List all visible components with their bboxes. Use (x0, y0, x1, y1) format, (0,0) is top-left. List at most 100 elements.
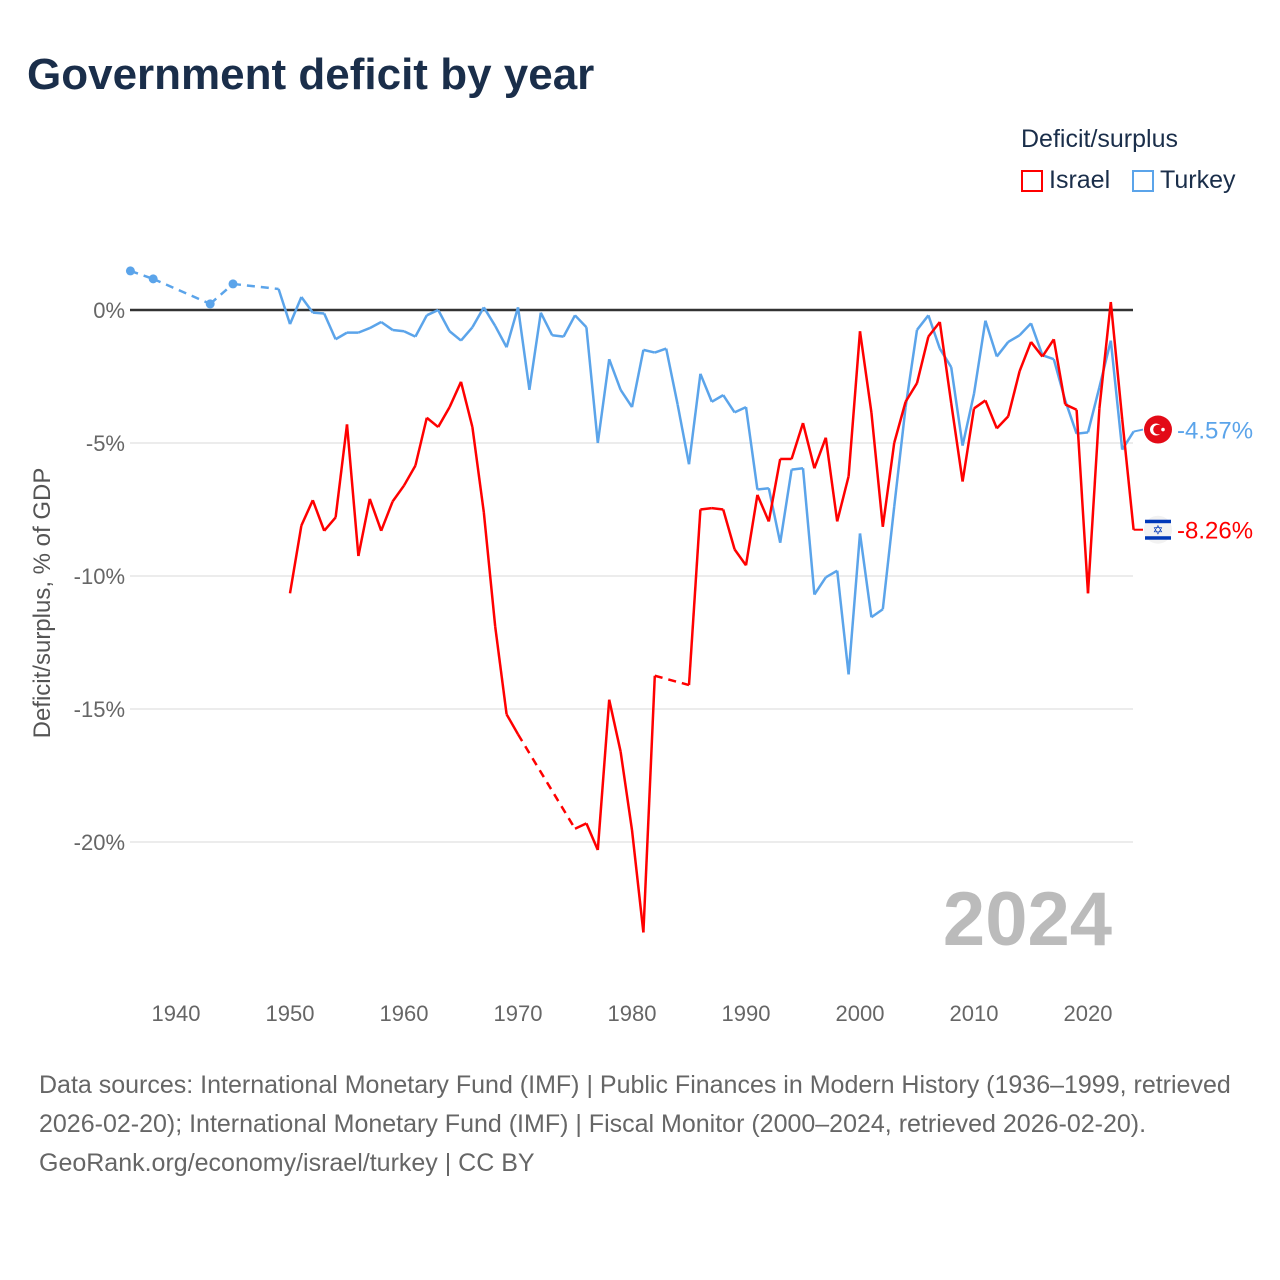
line-segment (426, 308, 439, 317)
line-segment (288, 525, 303, 594)
line-segment (414, 314, 428, 338)
line-segment (757, 486, 769, 491)
line-segment (402, 464, 417, 487)
line-segment (858, 331, 873, 413)
line-segment (288, 296, 303, 325)
x-tick-label: 1990 (722, 1001, 771, 1026)
chart-title: Government deficit by year (27, 50, 595, 99)
line-segment (323, 516, 337, 532)
line-segment (984, 399, 998, 429)
line-segment (300, 499, 314, 526)
line-segment (493, 626, 508, 715)
line-segment (734, 405, 747, 414)
line-segment (505, 713, 520, 735)
star-of-david: ✡ (1153, 524, 1164, 539)
line-segment (664, 348, 679, 405)
line-segment (369, 320, 382, 330)
line-segment (607, 699, 622, 752)
line-segment (1018, 341, 1033, 372)
line-segment (300, 296, 314, 314)
credit-link[interactable]: GeoRank.org/economy/israel/turkey | CC B… (39, 1149, 535, 1177)
leader-line (1133, 428, 1144, 433)
line-segment (414, 417, 429, 466)
line-segment (744, 494, 759, 566)
legend-label: Turkey (1160, 166, 1236, 194)
line-segment (973, 399, 987, 410)
flag-stripe (1145, 536, 1171, 540)
flag-stripe (1145, 519, 1171, 524)
line-segment (744, 406, 759, 490)
line-segment (949, 402, 964, 482)
line-segment (791, 467, 804, 471)
line-segment (858, 533, 873, 618)
legend-item-turkey[interactable]: Turkey (1132, 166, 1235, 195)
line-segment (334, 424, 349, 518)
line-segment (881, 442, 896, 527)
line-segment (391, 484, 406, 503)
line-segment (403, 330, 416, 338)
line-segment (733, 548, 748, 567)
line-segment (357, 498, 372, 557)
line-segment (687, 373, 702, 465)
data-point (125, 266, 135, 276)
line-segment (596, 699, 611, 851)
legend-item-israel[interactable]: Israel (1021, 166, 1110, 195)
line-segment (596, 359, 611, 444)
x-tick-label: 2020 (1064, 1001, 1113, 1026)
line-segment (995, 341, 1010, 358)
line-segment (767, 458, 782, 522)
line-segment (824, 437, 839, 522)
line-segment (1109, 340, 1124, 450)
x-tick-label: 2000 (836, 1001, 885, 1026)
star (1161, 427, 1165, 432)
line-segment (323, 312, 337, 340)
end-value-label: -8.26% (1177, 518, 1253, 545)
line-segment (1018, 322, 1032, 337)
line-segment (927, 314, 941, 349)
gap-segment (152, 277, 211, 306)
line-segment (881, 506, 896, 610)
y-tick-label: -15% (74, 697, 125, 722)
line-segment (711, 506, 724, 511)
gap-segment (232, 282, 279, 291)
line-segment (630, 349, 645, 408)
line-segment (938, 321, 953, 404)
line-segment (1006, 370, 1021, 417)
line-segment (380, 320, 394, 331)
line-segment (778, 469, 793, 543)
line-segment (642, 675, 657, 933)
line-segment (1007, 334, 1021, 343)
line-segment (1075, 409, 1090, 594)
year-label: 2024 (943, 877, 1112, 962)
line-segment (790, 422, 805, 460)
line-segment (995, 415, 1010, 430)
line-segment (949, 367, 964, 446)
line-segment (711, 394, 724, 403)
line-segment (277, 288, 292, 325)
line-segment (574, 314, 588, 329)
line-segment (916, 314, 930, 331)
line-segment (539, 312, 554, 336)
line-segment (801, 468, 816, 595)
line-segment (756, 494, 770, 522)
line-segment (1120, 418, 1135, 530)
data-point (228, 279, 238, 289)
line-segment (687, 509, 702, 686)
line-segment (345, 424, 360, 557)
line-segment (700, 506, 712, 511)
line-segment (1029, 322, 1044, 356)
line-segment (699, 373, 713, 403)
line-segment (471, 306, 485, 328)
line-segment (460, 326, 474, 342)
line-segment (972, 320, 987, 394)
line-segment (643, 348, 656, 354)
line-segment (505, 306, 520, 348)
line-segment (801, 422, 816, 469)
line-segment (630, 829, 645, 933)
line-segment (892, 406, 907, 507)
line-segment (870, 608, 884, 619)
line-segment (459, 381, 474, 428)
crescent-cut (1153, 424, 1163, 435)
line-segment (334, 331, 348, 341)
legend-title: Deficit/surplus (1021, 125, 1178, 153)
